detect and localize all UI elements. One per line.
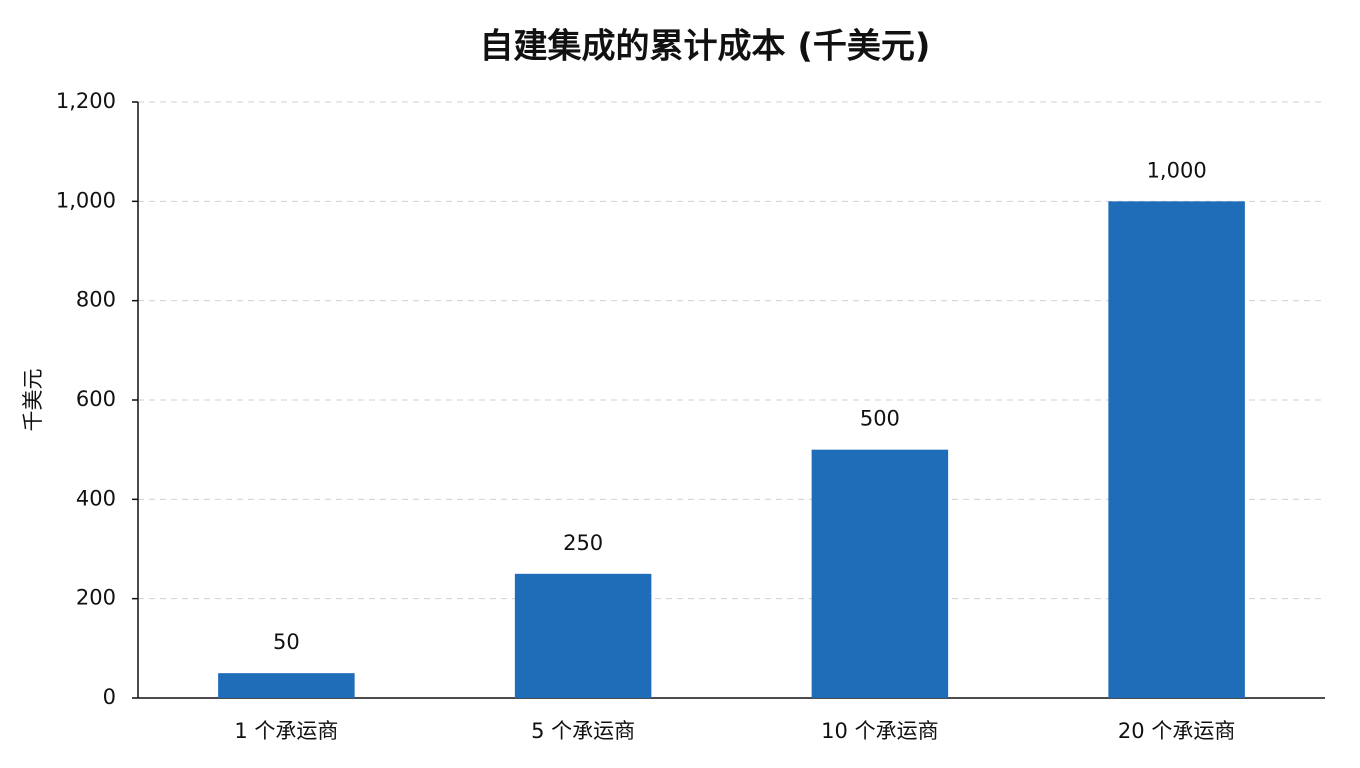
data-label: 250	[563, 531, 603, 555]
y-tick-label: 200	[76, 586, 116, 610]
chart-title: 自建集成的累计成本 (千美元)	[480, 27, 931, 67]
y-tick-label: 800	[76, 288, 116, 312]
x-tick-label: 10 个承运商	[821, 719, 938, 743]
y-tick-label: 1,200	[56, 89, 116, 113]
data-label: 1,000	[1147, 158, 1207, 182]
y-axis-label: 千美元	[21, 369, 45, 432]
data-label: 50	[273, 630, 300, 654]
y-tick-label: 1,000	[56, 188, 116, 212]
y-tick-label: 600	[76, 387, 116, 411]
x-tick-label: 1 个承运商	[234, 719, 338, 743]
bar	[1108, 201, 1245, 699]
bar	[218, 673, 355, 698]
x-tick-label: 5 个承运商	[531, 719, 635, 743]
y-tick-label: 400	[76, 486, 116, 510]
bar	[811, 449, 949, 698]
y-tick-label: 0	[103, 685, 116, 709]
data-label: 500	[860, 407, 900, 431]
bar	[514, 573, 652, 698]
x-tick-label: 20 个承运商	[1118, 719, 1235, 743]
